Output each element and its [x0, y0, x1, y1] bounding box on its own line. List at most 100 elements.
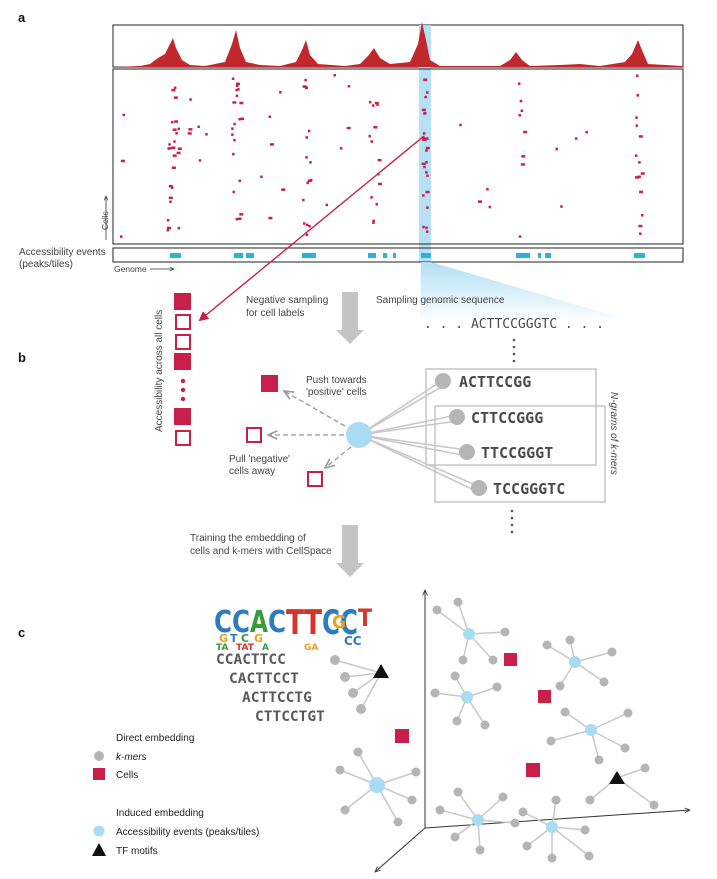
embedding-spoke	[468, 631, 506, 635]
accessibility-dot	[305, 136, 308, 139]
accessibility-dot	[520, 109, 524, 112]
embedding-kmer-node	[640, 763, 650, 773]
ngrams-label: N-grams of k-mers	[608, 392, 619, 475]
accessibility-dot	[235, 82, 240, 86]
accessibility-dot	[120, 159, 125, 163]
negative-sampling-line2: for cell labels	[246, 308, 304, 319]
push-arrow	[284, 391, 346, 427]
accessibility-dot	[172, 154, 177, 157]
motif-kmer-nodes	[330, 655, 366, 714]
accessibility-dot	[636, 74, 639, 77]
accessibility-dot	[171, 146, 176, 149]
embedding-kmer-node	[585, 795, 595, 805]
accessibility-dot	[171, 88, 176, 92]
kmer-4: TCCGGGTC	[493, 480, 565, 498]
accessibility-dot	[231, 133, 234, 136]
embedding-kmer-node	[560, 707, 570, 717]
accessibility-dot	[176, 151, 181, 155]
svg-text:T: T	[230, 632, 238, 645]
accessibility-dot	[635, 124, 638, 127]
genomic-sequence: . . . ACTTCCGGGTC . . .	[424, 317, 604, 332]
legend-induced-title: Induced embedding	[116, 808, 204, 819]
accessibility-dot	[237, 88, 240, 91]
svg-text:G: G	[219, 632, 228, 645]
accessibility-dot	[173, 140, 176, 143]
svg-text:C: C	[232, 605, 250, 640]
embedding-kmer-node	[565, 635, 575, 645]
panel-a-label: a	[18, 10, 26, 25]
accessibility-dot	[239, 101, 244, 105]
embedding-kmer-node	[649, 800, 659, 810]
svg-text:T: T	[286, 603, 305, 643]
embedding-kmer-node	[480, 720, 490, 730]
embedding-kmer-node	[542, 640, 552, 650]
accessibility-dot	[373, 126, 378, 129]
process-arrow-1	[336, 292, 364, 344]
negative-cell-2	[307, 471, 323, 487]
embedding-kmer-node	[500, 627, 510, 637]
accessibility-dot	[425, 190, 430, 194]
embedding-kmer-node	[475, 845, 485, 855]
accessibility-dot	[635, 116, 638, 119]
accessibility-dot	[306, 181, 309, 185]
highlight-column	[419, 25, 431, 262]
accessibility-dot	[269, 143, 274, 146]
accessibility-dot	[168, 143, 171, 146]
events-label-line1: Accessibility events	[19, 247, 106, 258]
vertical-ellipsis-top	[512, 338, 516, 363]
push-label-line1: Push towards	[306, 375, 367, 386]
embedding-kmer-node	[450, 832, 460, 842]
accessibility-dot	[237, 217, 242, 220]
vertical-ellipsis-bottom	[510, 509, 514, 534]
accessibility-dot	[560, 205, 563, 208]
accessibility-dot	[423, 165, 426, 169]
accessibility-dot	[232, 101, 237, 104]
embedding-peak-node	[463, 628, 475, 640]
legend-direct-title: Direct embedding	[116, 733, 194, 744]
selection-arrow	[198, 135, 425, 322]
accessibility-dot	[309, 161, 312, 164]
accessibility-dot	[235, 94, 239, 98]
sequence-fan	[420, 262, 628, 320]
kmer-1: ACTTCCGG	[459, 373, 531, 391]
accessibility-dot	[238, 179, 241, 183]
accessibility-dot	[281, 188, 286, 191]
accessibility-dot	[635, 154, 638, 157]
accessibility-dot	[168, 184, 173, 188]
embedding-kmer-node	[607, 647, 617, 657]
accessibility-dot	[426, 91, 429, 94]
accessibility-dots	[120, 74, 645, 238]
svg-text:C: C	[268, 605, 286, 640]
accessibility-dot	[173, 86, 177, 90]
accessibility-dot	[177, 127, 180, 131]
accessibility-dot	[307, 179, 312, 182]
legend-tf-marker	[92, 843, 106, 856]
embedding-kmer-node	[458, 655, 468, 665]
embedding-kmer-node	[430, 688, 440, 698]
accessibility-dot	[488, 205, 492, 209]
accessibility-dot	[305, 86, 308, 89]
svg-text:T: T	[358, 604, 373, 632]
pull-label-line1: Pull 'negative'	[229, 454, 290, 465]
ngram-box-2	[434, 405, 606, 503]
accessibility-dot	[518, 114, 521, 117]
accessibility-dot	[308, 224, 311, 228]
accessibility-dot	[260, 175, 263, 178]
signal-track-frame	[112, 24, 684, 68]
accessibility-dot	[233, 138, 236, 142]
accessibility-dot	[368, 134, 371, 138]
accessibility-dot	[233, 122, 236, 126]
pull-label-line2: cells away	[229, 466, 275, 477]
accessibility-dot	[372, 219, 375, 223]
embedding-kmer-node	[432, 605, 442, 615]
embedding-kmer-node	[453, 597, 463, 607]
accessibility-dot	[426, 206, 429, 209]
accessibility-dot	[166, 219, 170, 222]
accessibility-dot	[173, 96, 178, 99]
events-label-line2: (peaks/tiles)	[19, 259, 73, 270]
accessibility-dot	[641, 214, 644, 217]
accessibility-dot	[519, 99, 523, 103]
accessibility-dot	[189, 98, 192, 101]
training-line1: Training the embedding of	[190, 533, 306, 544]
